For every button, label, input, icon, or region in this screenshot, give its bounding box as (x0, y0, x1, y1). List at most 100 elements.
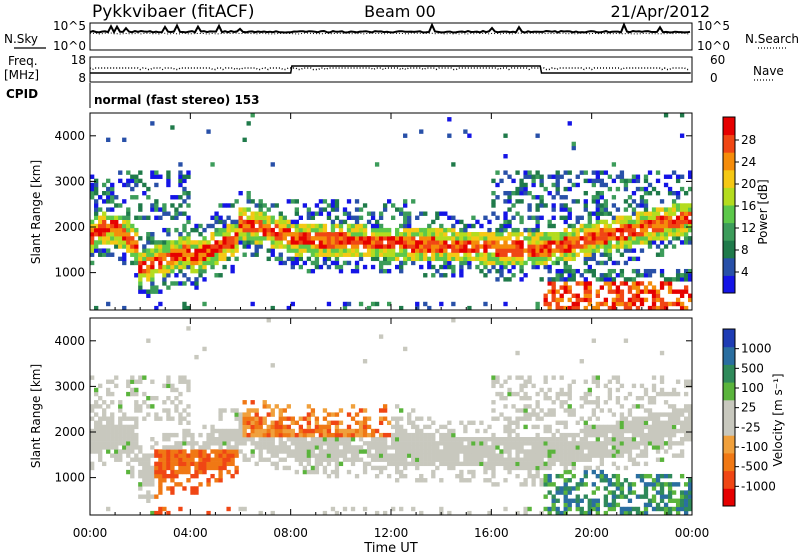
power-cell (150, 289, 155, 294)
power-cell (527, 236, 532, 241)
velocity-cell (671, 453, 677, 458)
power-cell (222, 232, 227, 237)
velocity-cell (583, 445, 588, 450)
velocity-cell (455, 457, 460, 462)
power-cell (258, 203, 263, 208)
velocity-cell (198, 469, 203, 475)
power-cell (511, 256, 516, 262)
velocity-cell (218, 412, 223, 417)
power-cell (495, 268, 500, 274)
velocity-cell (170, 478, 175, 483)
power-cell (527, 207, 532, 212)
power-cell (318, 236, 324, 241)
velocity-cell (270, 441, 275, 446)
velocity-cell (591, 428, 596, 434)
velocity-cell (679, 449, 685, 454)
power-cell (407, 256, 412, 262)
velocity-cell (507, 391, 512, 397)
velocity-cell (591, 338, 596, 343)
velocity-cell (170, 432, 175, 438)
power-cell (370, 244, 376, 249)
power-cell (378, 244, 384, 249)
y-tick-label: 2000 (54, 220, 85, 234)
velocity-cell (499, 395, 504, 401)
power-cell (503, 215, 508, 220)
velocity-cell (362, 461, 368, 467)
velocity-cell (563, 502, 568, 508)
power-cell (519, 240, 524, 245)
velocity-cell (322, 424, 328, 430)
power-cell (306, 223, 312, 229)
power-cell (667, 223, 673, 229)
velocity-cell (683, 437, 689, 442)
power-cell (366, 305, 372, 311)
power-cell (651, 297, 657, 303)
velocity-cell (567, 391, 572, 397)
power-cell (370, 232, 376, 237)
power-cell (182, 211, 187, 216)
velocity-cell (158, 482, 163, 487)
velocity-cell (559, 387, 564, 393)
velocity-cell (206, 441, 211, 446)
power-cell (671, 232, 677, 237)
power-cell (447, 264, 452, 270)
velocity-cell (611, 437, 617, 442)
velocity-cell (334, 469, 340, 475)
velocity-cell (378, 465, 384, 471)
velocity-cell (346, 432, 352, 438)
power-cell (122, 260, 127, 266)
velocity-cell (595, 424, 600, 430)
power-cell (190, 281, 195, 286)
velocity-cell (471, 461, 476, 467)
velocity-cell (543, 379, 548, 384)
nave-tick-top: 60 (710, 53, 725, 67)
velocity-cell (122, 441, 127, 446)
power-cell (687, 170, 693, 175)
power-cell (599, 301, 604, 307)
power-cell (230, 219, 235, 225)
power-cell (555, 256, 560, 262)
power-cell (539, 252, 544, 257)
power-cell (130, 174, 135, 179)
power-cell (523, 227, 528, 233)
velocity-cell (358, 408, 364, 413)
power-cell (687, 268, 693, 274)
velocity-cell (687, 478, 693, 483)
power-cell (210, 260, 215, 266)
velocity-cell (627, 428, 633, 434)
power-cell (218, 227, 223, 233)
power-cell (591, 223, 596, 229)
power-cell (374, 232, 380, 237)
power-cell (306, 207, 312, 212)
power-cell (571, 244, 576, 249)
velocity-cell (571, 449, 576, 454)
velocity-cell (563, 445, 568, 450)
velocity-cell (154, 449, 159, 454)
power-cell (631, 236, 637, 241)
power-cell (158, 240, 163, 245)
power-cell (507, 277, 512, 282)
velocity-cell (266, 424, 271, 430)
velocity-cell (238, 441, 243, 446)
power-cell (643, 232, 649, 237)
velocity-cell (615, 428, 621, 434)
velocity-cell (687, 424, 693, 430)
velocity-cell (623, 416, 629, 421)
velocity-cell (683, 391, 689, 397)
power-cell (515, 190, 520, 196)
power-cell (531, 248, 536, 253)
power-cell (567, 305, 572, 311)
velocity-cell (451, 428, 456, 434)
power-cell (110, 199, 115, 204)
power-cell (651, 268, 657, 274)
power-cell (431, 273, 436, 278)
velocity-cell (234, 416, 239, 421)
velocity-cell (302, 445, 308, 450)
velocity-cell (278, 437, 283, 442)
power-cell (631, 211, 637, 216)
velocity-cell (166, 449, 171, 454)
velocity-cell (270, 428, 275, 434)
power-cell (342, 236, 348, 241)
velocity-cell (110, 400, 115, 405)
